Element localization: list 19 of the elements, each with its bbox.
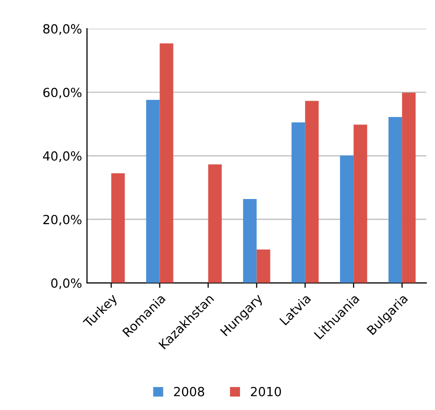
bar — [256, 250, 270, 283]
bar — [340, 155, 354, 283]
bar — [292, 122, 306, 283]
y-tick-label: 60,0% — [43, 88, 82, 98]
bar — [208, 164, 222, 283]
legend-label: 2010 — [250, 386, 281, 396]
bar — [160, 43, 174, 283]
legend-label: 2008 — [174, 386, 204, 396]
bar — [146, 100, 160, 283]
bar — [402, 92, 416, 283]
y-tick-label: 0,0% — [51, 278, 82, 290]
y-tick-label: 80,0% — [43, 24, 82, 35]
bar — [388, 117, 402, 283]
bar — [243, 199, 257, 283]
y-tick-label: 20,0% — [43, 214, 82, 226]
y-tick-label: 40,0% — [43, 151, 82, 162]
bar — [305, 100, 319, 283]
bar — [111, 173, 125, 283]
bar — [354, 124, 368, 283]
